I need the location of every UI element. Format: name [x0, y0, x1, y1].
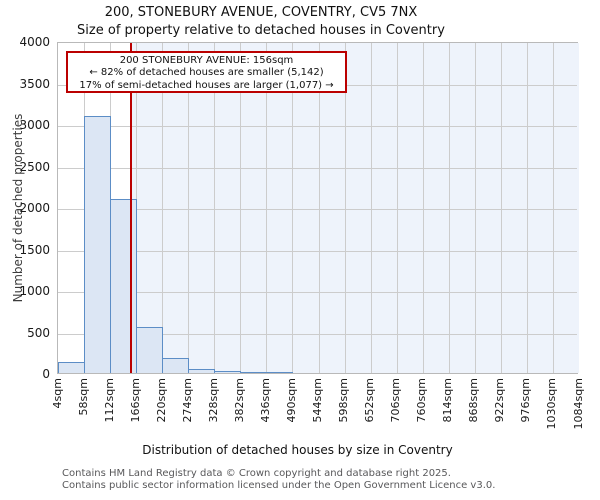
gridline-vertical	[474, 43, 476, 373]
gridline-vertical	[292, 43, 294, 373]
histogram-bar	[58, 362, 86, 373]
x-tick-label: 220sqm	[154, 378, 168, 423]
gridline-vertical	[526, 43, 528, 373]
gridline-vertical	[500, 43, 502, 373]
gridline-vertical	[162, 43, 164, 373]
y-tick-label: 3000	[19, 118, 50, 132]
gridline-vertical	[240, 43, 242, 373]
gridline-vertical	[422, 43, 424, 373]
x-tick-label: 1030sqm	[545, 378, 559, 430]
gridline-vertical	[318, 43, 320, 373]
x-tick-label: 490sqm	[284, 378, 298, 423]
histogram-bar	[84, 115, 112, 373]
gridline-vertical	[266, 43, 268, 373]
x-tick-label: 4sqm	[50, 378, 64, 409]
x-tick-label: 760sqm	[415, 378, 429, 423]
x-tick-label: 166sqm	[128, 378, 142, 423]
histogram-bar	[136, 326, 164, 373]
x-tick-label: 58sqm	[76, 378, 90, 416]
x-tick-label: 328sqm	[206, 378, 220, 423]
x-tick-label: 652sqm	[363, 378, 377, 423]
x-axis-label: Distribution of detached houses by size …	[142, 443, 453, 457]
annotation-box: 200 STONEBURY AVENUE: 156sqm ← 82% of de…	[66, 51, 347, 93]
histogram-bar	[214, 370, 242, 373]
gridline-vertical	[448, 43, 450, 373]
y-tick-label: 2500	[19, 159, 50, 174]
y-tick-label: 1500	[19, 242, 50, 257]
gridline-horizontal	[58, 126, 577, 127]
x-tick-label: 922sqm	[493, 378, 507, 423]
title-block: 200, STONEBURY AVENUE, COVENTRY, CV5 7NX…	[0, 5, 522, 38]
gridline-vertical	[552, 43, 554, 373]
x-tick-label: 706sqm	[389, 378, 403, 423]
annotation-line-2: ← 82% of detached houses are smaller (5,…	[89, 67, 324, 79]
gridline-horizontal	[58, 167, 577, 169]
gridline-horizontal	[58, 333, 577, 335]
histogram-bar	[188, 369, 216, 373]
footer-attribution: Contains HM Land Registry data © Crown c…	[62, 468, 495, 491]
y-tick-label: 3500	[19, 76, 50, 91]
y-tick-label: 2000	[19, 201, 50, 215]
gridline-horizontal	[58, 250, 577, 252]
shade-right-of-marker	[131, 43, 579, 373]
y-tick-label: 500	[27, 325, 50, 340]
gridline-horizontal	[58, 209, 577, 210]
x-tick-label: 382sqm	[232, 378, 246, 423]
gridline-vertical	[396, 43, 398, 373]
gridline-vertical	[214, 43, 216, 373]
y-tick-label: 0	[42, 367, 50, 381]
gridline-vertical	[188, 43, 190, 373]
x-tick-label: 274sqm	[180, 378, 194, 423]
y-tick-label: 4000	[19, 35, 50, 49]
annotation-line-3: 17% of semi-detached houses are larger (…	[79, 79, 334, 91]
chart-subtitle: Size of property relative to detached ho…	[77, 23, 445, 38]
x-tick-label: 976sqm	[519, 378, 533, 423]
property-size-marker-line	[130, 43, 133, 373]
histogram-bar	[162, 358, 190, 373]
gridline-vertical	[370, 43, 372, 373]
y-tick-label: 1000	[19, 284, 50, 298]
x-tick-label: 868sqm	[467, 378, 481, 423]
x-tick-label: 814sqm	[441, 378, 455, 423]
x-tick-label: 1084sqm	[571, 378, 585, 430]
gridline-horizontal	[58, 292, 577, 293]
chart-title: 200, STONEBURY AVENUE, COVENTRY, CV5 7NX	[104, 5, 418, 20]
histogram-bar	[110, 198, 138, 373]
x-tick-label: 598sqm	[337, 378, 351, 423]
x-tick-label: 112sqm	[102, 378, 116, 423]
x-tick-label: 544sqm	[311, 378, 324, 423]
x-tick-label: 436sqm	[258, 378, 272, 423]
annotation-line-1: 200 STONEBURY AVENUE: 156sqm	[119, 55, 294, 66]
footer-line-2: Contains public sector information licen…	[62, 479, 496, 491]
histogram-bar	[266, 371, 294, 373]
plot-area: 200 STONEBURY AVENUE: 156sqm ← 82% of de…	[57, 42, 579, 374]
gridline-vertical	[344, 43, 346, 373]
footer-line-1: Contains HM Land Registry data © Crown c…	[62, 468, 451, 479]
histogram-bar	[240, 371, 268, 373]
